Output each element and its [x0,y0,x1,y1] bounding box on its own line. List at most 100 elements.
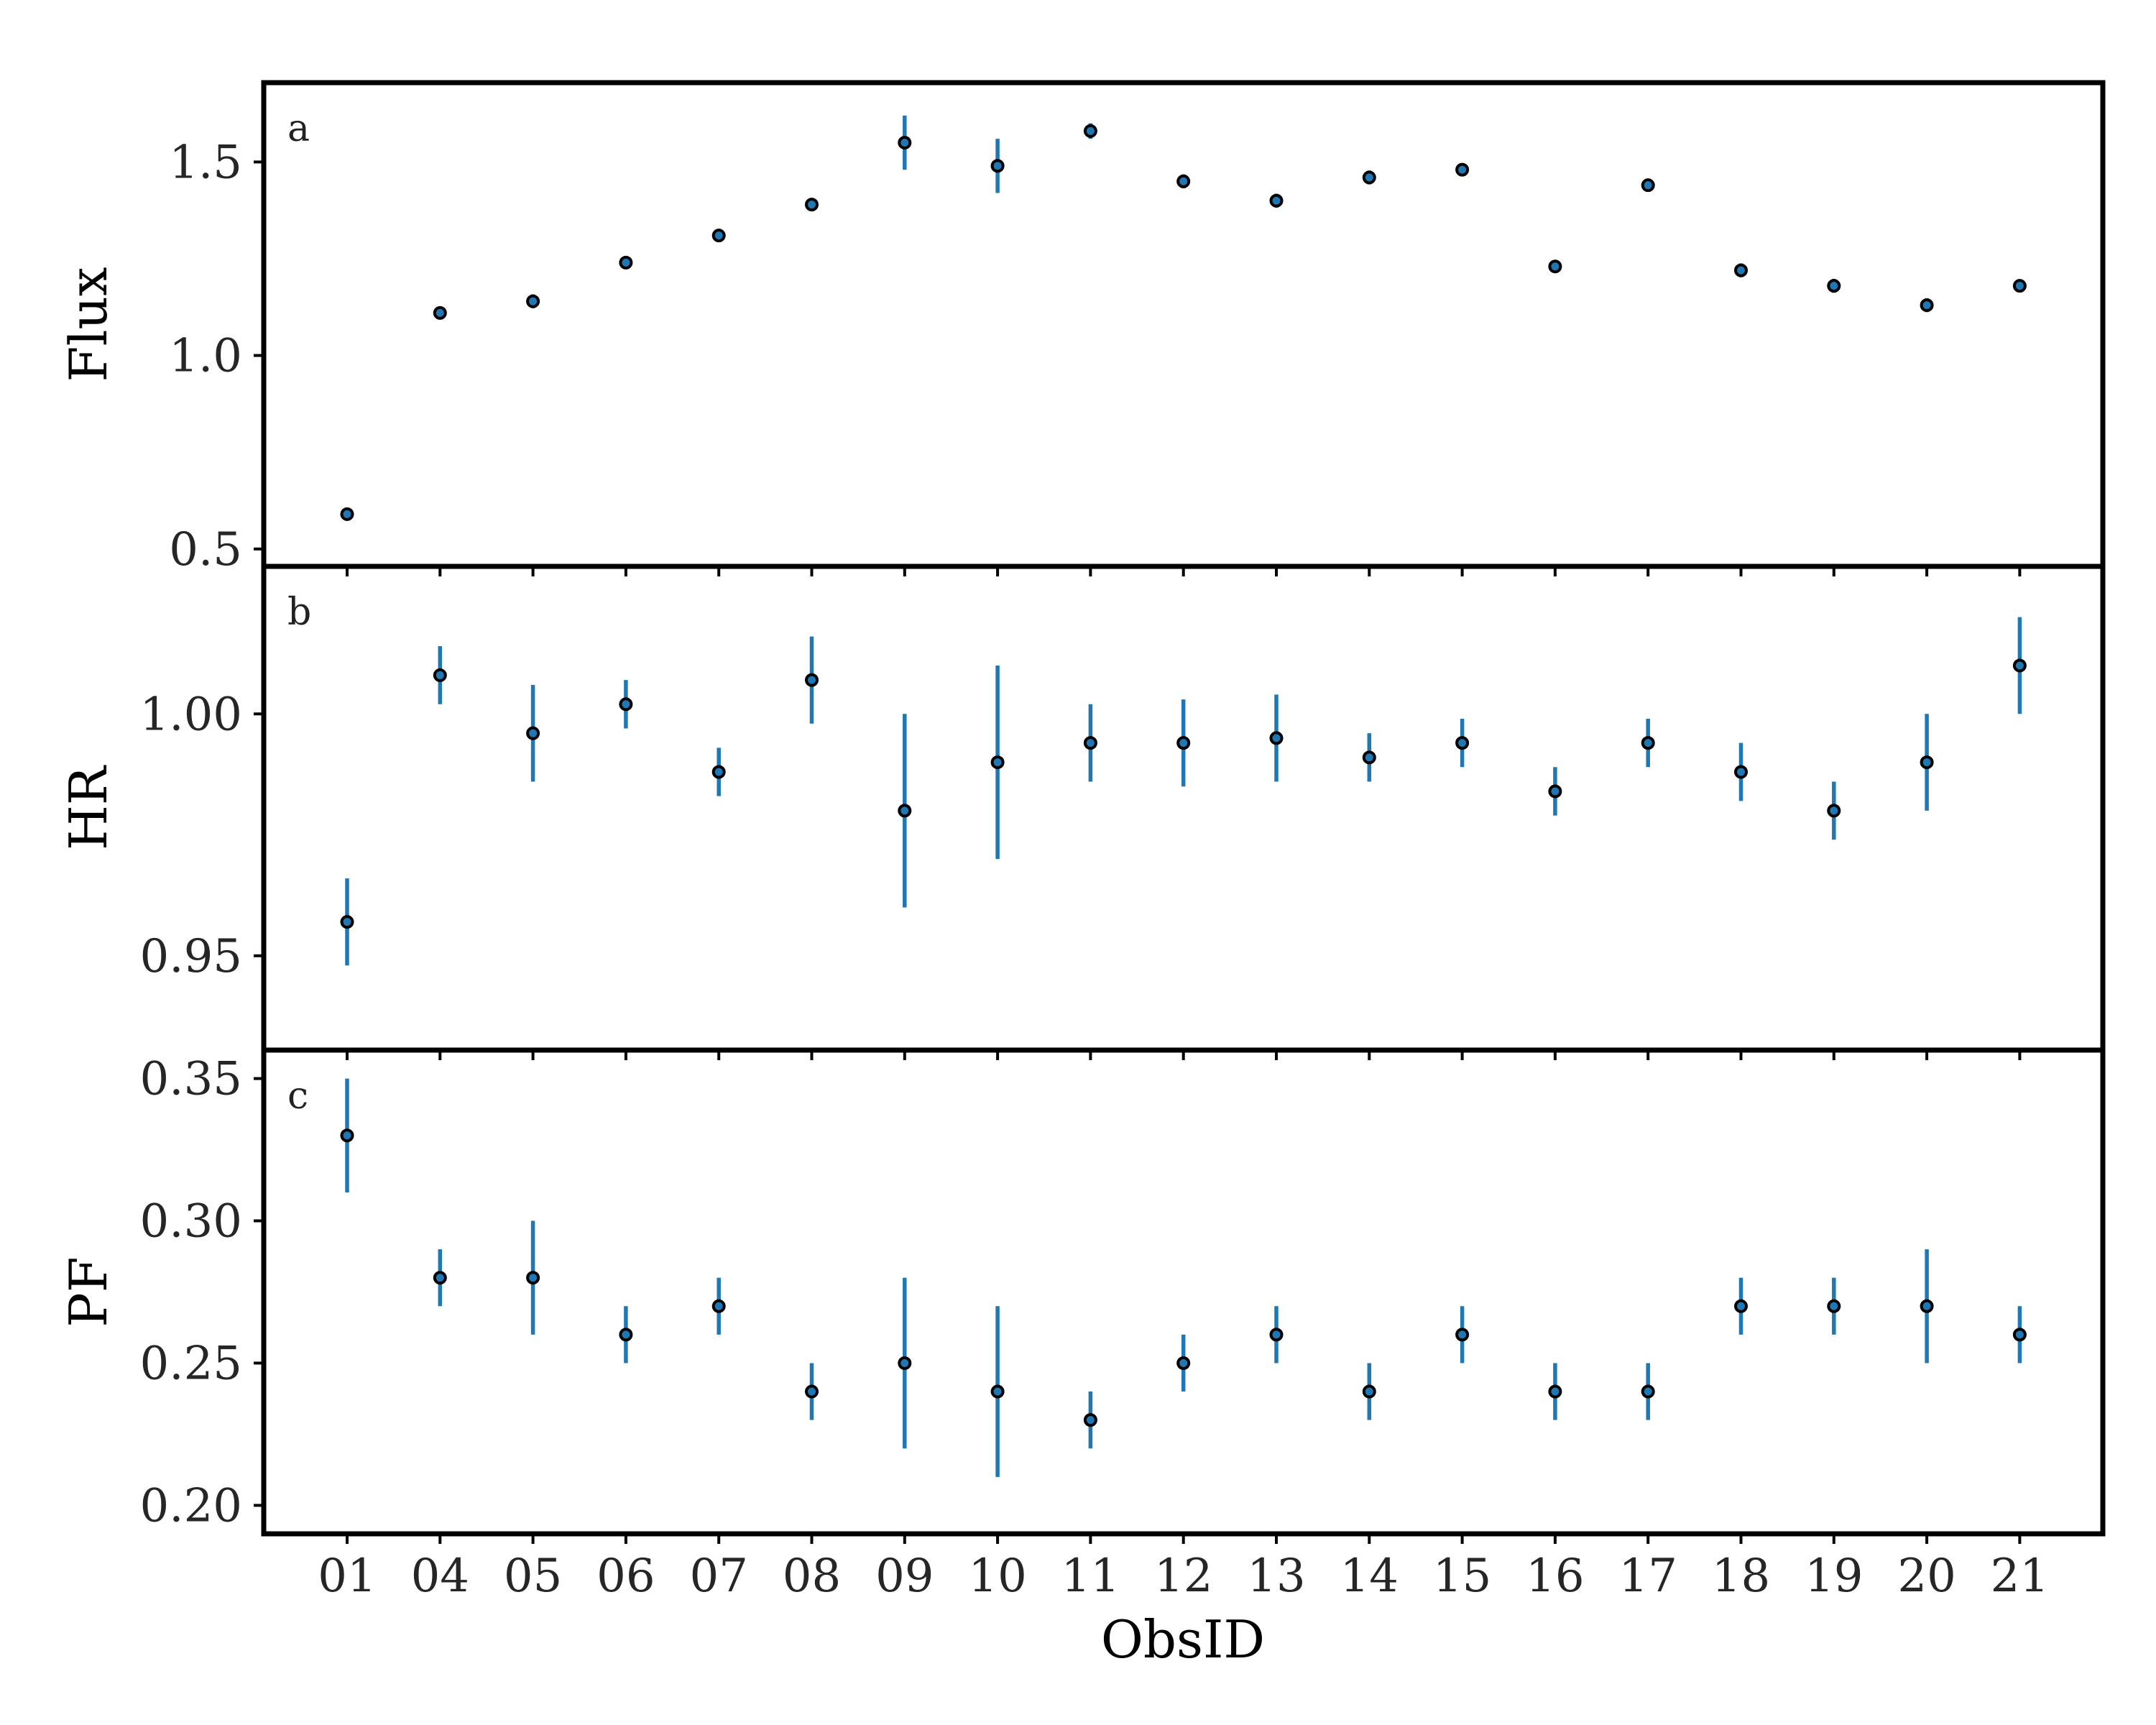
data-point [433,668,447,682]
x-tick-label: 18 [1712,1550,1770,1603]
data-point [340,915,354,929]
panel-label: a [287,107,310,150]
data-point [2012,1328,2027,1342]
data-point [526,726,540,740]
data-point [1176,736,1191,750]
data-point [1548,784,1562,799]
x-tick-label: 05 [504,1550,562,1603]
data-point [1176,174,1191,188]
panel-c: 0.20 0.25 0.30 0.35 PF c [58,1047,2106,1544]
y-tick-label: 0.35 [140,1053,243,1106]
panel-a: 0.5 1.0 1.5 Flux a [58,80,2106,576]
data-point [1083,736,1097,750]
data-point [1269,193,1284,208]
x-tick-label: 20 [1897,1550,1955,1603]
panel-label: c [287,1075,308,1118]
y-tick-label: 0.25 [140,1337,243,1390]
data-point [2012,279,2027,293]
panel-b: 0.95 1.00 HR b [58,564,2106,1060]
data-point [1920,755,1934,770]
data-point [1734,765,1748,779]
x-tick-label: 15 [1433,1550,1491,1603]
data-point [1083,1413,1097,1427]
x-tick-label: 14 [1340,1550,1399,1603]
data-point [1920,298,1934,313]
data-point [1641,178,1655,193]
y-axis-label: PF [58,1256,119,1327]
data-point [433,1271,447,1285]
data-point [619,1328,633,1342]
data-point [805,673,819,687]
data-point [898,1356,912,1370]
x-tick-label: 07 [689,1550,747,1603]
y-tick-label: 0.30 [140,1195,243,1248]
x-tick-label: 21 [1991,1550,2049,1603]
data-point [1641,736,1655,750]
data-point [340,1128,354,1143]
data-point [805,198,819,212]
data-point [1920,1299,1934,1313]
y-tick-label: 0.95 [140,930,243,983]
x-tick-label: 06 [596,1550,655,1603]
y-axis-label: Flux [58,267,119,382]
x-tick-label: 19 [1805,1550,1863,1603]
data-point [433,305,447,320]
data-point [340,507,354,521]
panel-frame [261,564,2106,1053]
data-point [1827,279,1841,293]
data-point [619,255,633,270]
data-point [805,1384,819,1399]
data-point [1269,1328,1284,1342]
panel-frame [261,80,2106,569]
data-point [990,159,1005,173]
panel-frame [261,1047,2106,1537]
data-point [898,135,912,150]
data-point [1176,1356,1191,1370]
x-tick-label: 09 [875,1550,934,1603]
data-point [1083,124,1097,138]
y-tick-label: 1.00 [140,688,243,741]
data-point [526,1271,540,1285]
x-tick-label: 01 [318,1550,376,1603]
data-point [1827,804,1841,818]
x-axis-label: ObsID [1101,1609,1265,1670]
data-point [1641,1384,1655,1399]
x-tick-label: 11 [1061,1550,1120,1603]
y-tick-label: 1.0 [169,330,242,383]
data-point [1734,1299,1748,1313]
x-tick-label: 10 [968,1550,1026,1603]
data-point [619,697,633,712]
panel-label: b [287,591,311,634]
x-tick-label: 08 [783,1550,841,1603]
data-point [1455,736,1470,750]
data-point [990,1384,1005,1399]
data-point [711,229,726,243]
y-tick-label: 0.5 [169,523,242,576]
data-point [1362,170,1376,185]
x-tick-label: 12 [1154,1550,1212,1603]
data-point [711,1299,726,1313]
data-point [990,755,1005,770]
data-point [1548,259,1562,274]
data-point [711,765,726,779]
data-point [1734,263,1748,277]
y-tick-label: 1.5 [169,136,242,189]
data-point [1269,731,1284,745]
data-point [526,294,540,308]
data-point [1362,750,1376,765]
data-point [1362,1384,1376,1399]
x-tick-label: 13 [1247,1550,1305,1603]
data-point [2012,658,2027,673]
data-point [1827,1299,1841,1313]
x-tick-labels: 01 04 05 06 07 08 09 10 11 12 13 14 15 16 17 18 19 20 21 [318,1550,2049,1603]
data-point [898,804,912,818]
y-tick-label: 0.20 [140,1479,243,1532]
x-tick-label: 16 [1526,1550,1584,1603]
x-tick-label: 04 [411,1550,469,1603]
data-point [1455,1328,1470,1342]
x-tick-label: 17 [1618,1550,1677,1603]
data-point [1455,162,1470,177]
y-axis-label: HR [58,765,119,850]
data-point [1548,1384,1562,1399]
